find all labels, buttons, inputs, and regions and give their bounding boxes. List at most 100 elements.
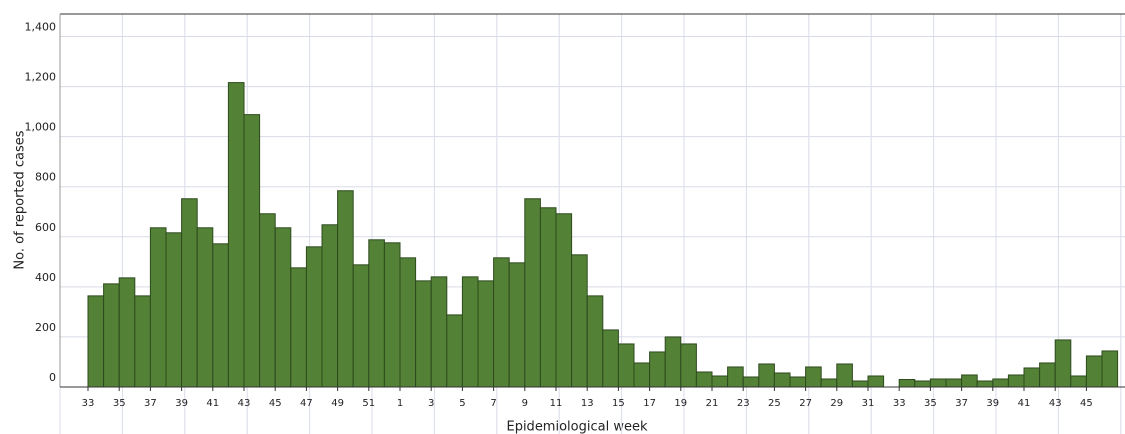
bar [212,243,229,388]
bar [773,372,791,388]
x-tick-label: 41 [1018,398,1031,409]
bar [134,295,151,388]
bar [727,366,744,388]
x-tick-label: 41 [206,398,219,409]
bar [165,232,183,388]
bar [571,254,588,388]
bar [337,190,354,388]
y-tick-label: 200 [35,321,56,334]
x-tick-label: 51 [362,398,375,409]
bar [87,295,105,388]
x-tick-label: 35 [113,398,126,409]
x-tick-label: 23 [737,398,750,409]
bar [415,280,432,388]
x-tick-label: 47 [300,398,313,409]
bar [555,213,573,388]
x-tick-label: 19 [674,398,687,409]
bar [867,375,885,388]
bar [103,283,120,388]
x-tick-label: 29 [830,398,843,409]
bar [1085,355,1103,388]
bar [1007,374,1025,388]
bar [961,374,978,388]
bar [446,314,463,388]
x-tick-label: 37 [955,398,968,409]
bar [508,262,526,388]
bar [383,242,401,388]
bar [305,246,323,388]
bar [1054,339,1072,388]
x-tick-label: 33 [82,398,95,409]
x-tick-label: 25 [768,398,781,409]
bar [680,343,697,388]
x-tick-label: 5 [459,398,465,409]
bar [805,366,822,388]
x-tick-label: 49 [331,398,344,409]
x-tick-label: 35 [924,398,937,409]
y-tick-label: 0 [49,371,56,384]
x-tick-label: 15 [612,398,625,409]
bar [1070,375,1087,388]
bar [742,376,760,388]
bar [368,239,385,388]
bar [524,198,541,388]
bar [602,329,619,388]
bar [649,351,666,388]
bar [243,114,261,388]
x-tick-label: 1 [397,398,403,409]
bar [633,362,651,388]
bar [789,376,807,388]
bar [399,257,417,388]
bar [758,363,775,388]
y-tick-label: 1,400 [25,21,57,34]
bar [976,380,994,388]
bar [493,257,510,388]
x-tick-label: 37 [144,398,157,409]
x-tick-label: 39 [175,398,188,409]
x-axis-title: Epidemiological week [506,420,647,434]
bar [711,375,729,388]
bar [664,336,682,388]
bar [181,198,198,388]
x-tick-label: 31 [862,398,875,409]
x-tick-label: 27 [799,398,812,409]
bar [539,207,557,388]
bar [352,264,370,388]
bar [820,378,838,388]
x-tick-label: 11 [550,398,563,409]
bar [430,276,448,388]
bar [695,371,713,388]
y-axis-title: No. of reported cases [13,130,28,269]
bar [274,227,292,388]
x-tick-label: 17 [643,398,656,409]
bar [196,227,214,388]
bar [1101,350,1119,388]
x-tick-label: 45 [1080,398,1093,409]
bar [898,378,916,388]
y-tick-label: 600 [35,221,56,234]
bar [259,213,276,388]
y-tick-label: 1,000 [25,121,57,134]
x-tick-label: 43 [238,398,251,409]
y-tick-label: 800 [35,171,56,184]
bar [586,295,604,388]
x-tick-label: 3 [428,398,434,409]
bar [1039,362,1056,388]
bar [851,380,869,388]
x-tick-label: 39 [986,398,999,409]
bar [836,363,853,388]
x-tick-label: 43 [1049,398,1062,409]
bar [914,380,931,388]
x-tick-label: 7 [490,398,496,409]
bar [461,276,479,388]
bar [290,267,307,388]
bar [118,277,136,388]
bar [321,224,339,388]
bar [477,280,495,388]
x-tick-label: 21 [706,398,719,409]
bar [149,227,167,388]
y-tick-label: 1,200 [25,71,57,84]
x-tick-label: 13 [581,398,594,409]
y-tick-label: 400 [35,271,56,284]
bar [945,378,963,388]
